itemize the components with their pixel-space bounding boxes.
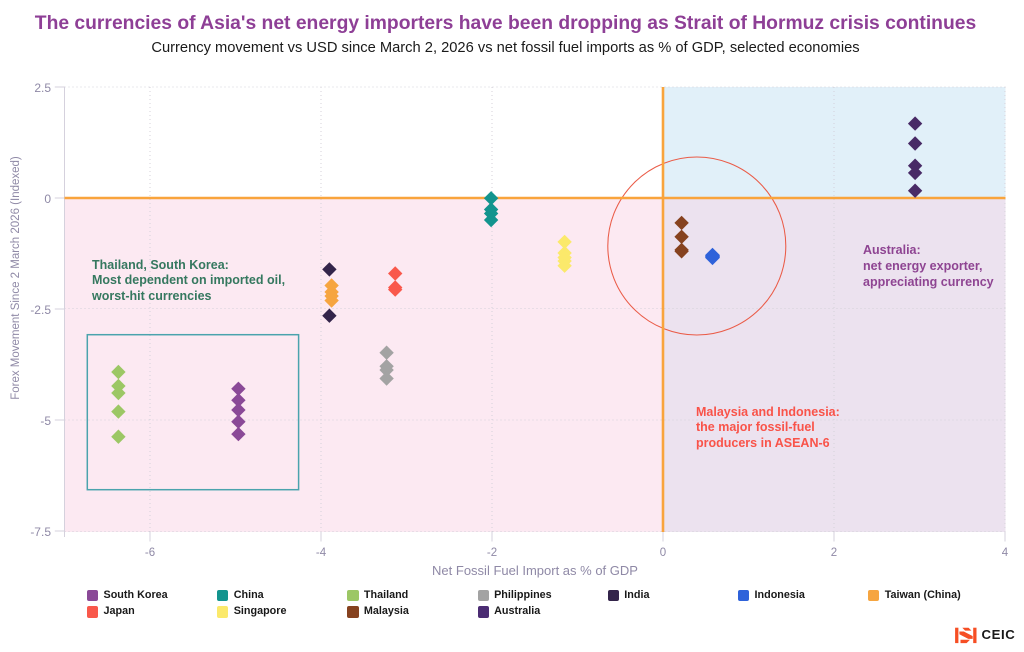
svg-text:CEIC: CEIC xyxy=(982,627,1016,642)
